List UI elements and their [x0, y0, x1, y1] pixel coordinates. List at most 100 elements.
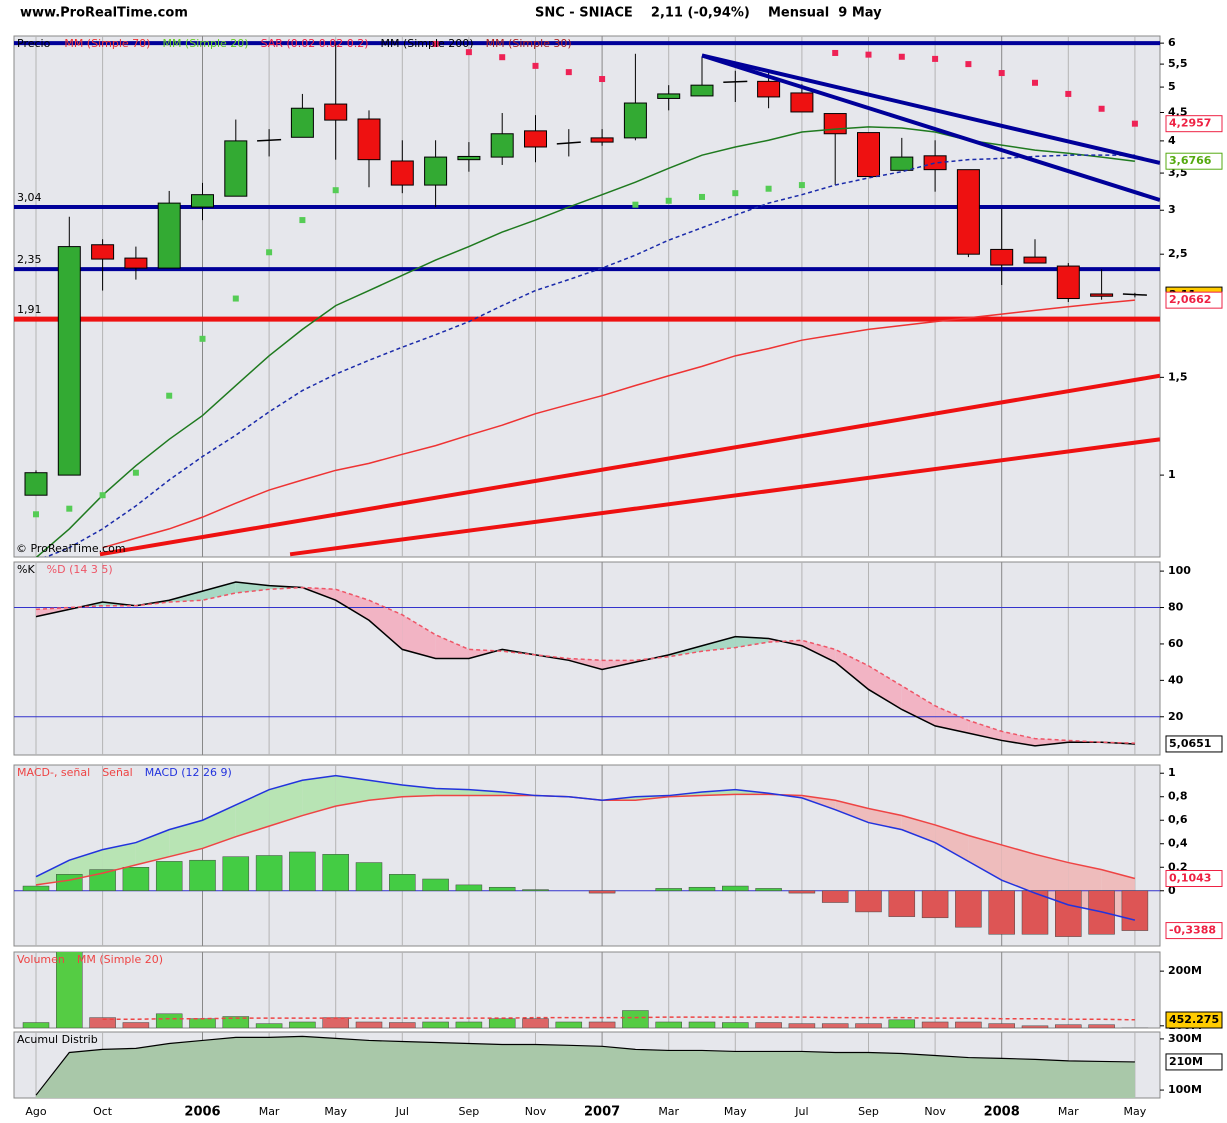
y-tick-label: 300M — [1168, 1032, 1202, 1045]
candle-body — [1090, 293, 1114, 297]
panel-background — [13, 951, 1161, 1029]
site: www.ProRealTime.com — [20, 6, 188, 21]
x-tick-label: May — [1124, 1105, 1147, 1118]
bar — [189, 1018, 216, 1028]
bar — [988, 890, 1015, 935]
candle-body — [524, 130, 547, 148]
value-tag — [1165, 291, 1223, 309]
series-line — [35, 774, 1136, 921]
candle-body — [290, 107, 314, 138]
bar — [788, 1023, 816, 1028]
x-tick-label: Sep — [858, 1105, 879, 1118]
value-tag-label: 5,0651 — [1169, 737, 1211, 750]
fill-band — [269, 780, 303, 827]
bar — [522, 889, 549, 892]
candle-body — [390, 160, 414, 186]
candle-body — [357, 118, 381, 161]
plot-area — [22, 952, 1149, 1028]
candle-body — [1023, 256, 1047, 264]
fill-band — [935, 824, 969, 862]
candle-body — [657, 93, 681, 99]
level-label: 2,35 — [17, 253, 42, 266]
bar — [522, 1018, 549, 1028]
sar-point — [1032, 79, 1038, 86]
plot-area — [14, 36, 1160, 557]
series-line — [35, 1035, 1135, 1096]
candle-body — [556, 141, 581, 145]
candle-body — [690, 84, 714, 97]
legend-entry: Señal — [102, 766, 133, 779]
bar — [322, 1017, 349, 1028]
fill-band — [468, 789, 503, 796]
fill-band — [868, 665, 902, 710]
value-tag — [1165, 735, 1223, 753]
legend-entry: Volumen — [17, 953, 65, 966]
bar — [888, 890, 916, 917]
fill-band — [1035, 738, 1069, 746]
legend-entry: MM (Simple 20) — [162, 37, 248, 50]
candle-body — [790, 92, 814, 113]
bar — [355, 862, 383, 892]
x-tick-label: Sep — [459, 1105, 480, 1118]
bar — [821, 890, 849, 903]
bar — [1055, 1024, 1082, 1028]
value-tag-label: 3,6766 — [1169, 154, 1212, 167]
bar — [1021, 1025, 1049, 1028]
y-tick-label: 100 — [1168, 564, 1191, 577]
sar-point — [1098, 105, 1105, 112]
sar-point — [699, 193, 705, 200]
fill-band — [901, 815, 936, 843]
y-tick-label: 1,5 — [1168, 370, 1188, 383]
bar — [1055, 890, 1082, 937]
sar-point — [865, 51, 872, 58]
legend-entry: MM (Simple 70) — [64, 37, 150, 50]
x-tick-label: May — [324, 1105, 347, 1118]
bar — [1121, 890, 1149, 931]
fill-band — [369, 780, 403, 801]
candle-body — [324, 103, 348, 121]
fill-band — [102, 842, 136, 874]
fill-band — [402, 614, 436, 659]
y-tick-label: 80 — [1168, 601, 1184, 614]
bar — [255, 855, 283, 892]
x-tick-label: Jul — [794, 1105, 808, 1118]
candle-body — [956, 169, 980, 255]
candle-body — [1056, 265, 1080, 300]
area-fill — [36, 1036, 1135, 1098]
fill-band — [169, 820, 203, 857]
value-tag — [1165, 1011, 1223, 1029]
candle-body — [124, 257, 148, 269]
series-line — [35, 581, 1135, 747]
value-tag — [1165, 922, 1223, 940]
sar-point — [998, 70, 1005, 77]
sar-point — [932, 55, 939, 62]
bar — [855, 890, 882, 913]
bar — [655, 888, 682, 892]
sar-point — [565, 69, 572, 76]
candle-body — [457, 155, 481, 161]
value-tag-label: 0,1043 — [1169, 872, 1211, 885]
candle-body — [257, 138, 282, 142]
value-tag-label: 210M — [1169, 1055, 1203, 1068]
bar — [455, 1021, 483, 1028]
bar — [389, 874, 416, 892]
candle-body — [590, 137, 614, 143]
sar-point — [199, 335, 206, 342]
value-tag — [1165, 115, 1223, 133]
bar — [855, 1023, 882, 1028]
x-tick-label: 2008 — [984, 1105, 1020, 1120]
bar — [355, 1021, 383, 1028]
sar-point — [532, 62, 539, 69]
candle-body — [91, 244, 115, 260]
y-tick-label: 3 — [1168, 203, 1176, 216]
sar-point — [99, 492, 106, 499]
sar-point — [732, 190, 739, 197]
fill-band — [369, 600, 403, 650]
candle-body — [24, 472, 48, 496]
bar — [89, 1017, 116, 1028]
trend-line — [701, 53, 1160, 202]
y-tick-label: 4 — [1168, 134, 1176, 147]
bar — [722, 885, 749, 892]
bar — [688, 886, 716, 892]
sar-point — [132, 469, 139, 476]
